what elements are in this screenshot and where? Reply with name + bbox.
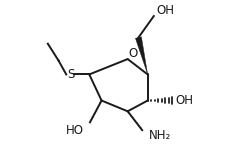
Text: OH: OH	[157, 4, 175, 17]
Text: NH₂: NH₂	[148, 129, 171, 142]
Text: S: S	[67, 68, 75, 81]
Text: O: O	[128, 47, 138, 60]
Polygon shape	[135, 37, 148, 74]
Text: HO: HO	[66, 124, 84, 137]
Text: OH: OH	[175, 94, 193, 107]
